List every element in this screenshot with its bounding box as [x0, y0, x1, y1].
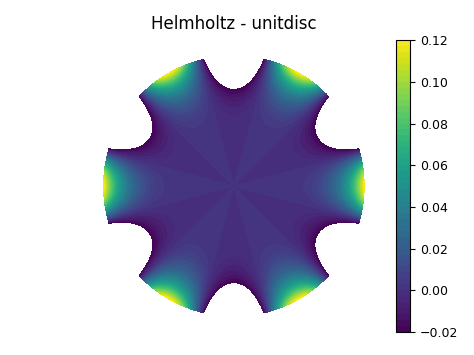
Title: Helmholtz - unitdisc: Helmholtz - unitdisc [151, 15, 317, 33]
